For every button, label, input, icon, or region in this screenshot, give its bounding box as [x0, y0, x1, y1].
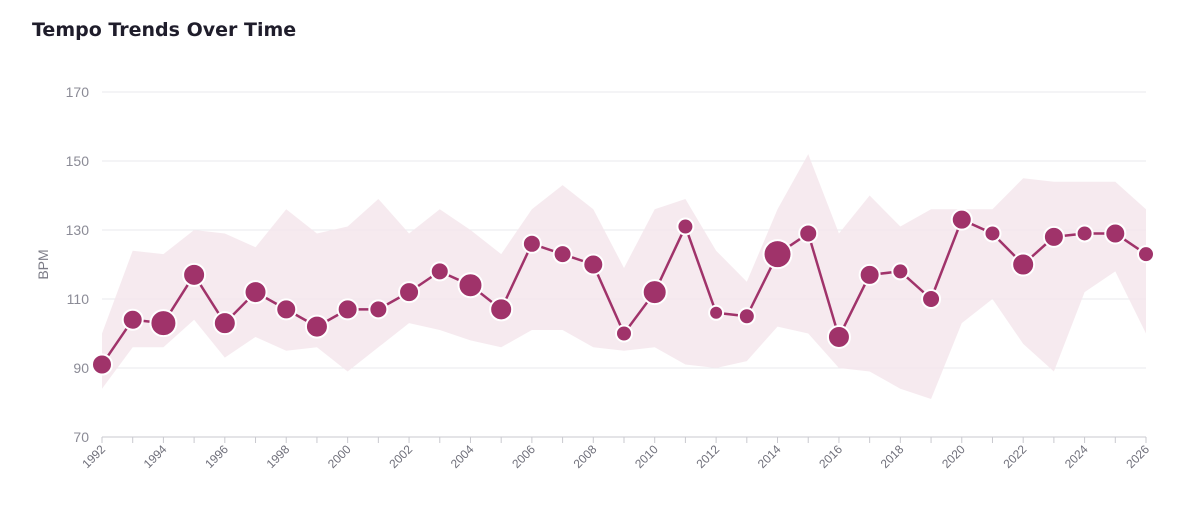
data-point-2015[interactable] — [798, 223, 819, 244]
x-tick-label-2010: 2010 — [632, 442, 661, 471]
data-point-2020[interactable] — [950, 208, 973, 231]
x-tick-label-1994: 1994 — [141, 442, 170, 471]
data-point-1992[interactable] — [91, 353, 113, 376]
data-point-2002[interactable] — [398, 281, 421, 304]
data-point-1997[interactable] — [243, 280, 268, 305]
x-tick-label-2004: 2004 — [448, 442, 477, 471]
data-point-2014[interactable] — [762, 239, 793, 270]
x-tick-label-2020: 2020 — [939, 442, 968, 471]
x-tick-label-1996: 1996 — [202, 442, 231, 471]
x-tick-label-2008: 2008 — [571, 442, 600, 471]
tempo-range-band — [102, 154, 1146, 400]
data-point-1993[interactable] — [121, 308, 144, 331]
x-tick-label-2026: 2026 — [1123, 442, 1152, 471]
data-point-2006[interactable] — [521, 233, 542, 254]
data-point-1994[interactable] — [149, 309, 178, 338]
chart-title: Tempo Trends Over Time — [32, 19, 297, 41]
x-tick-label-2018: 2018 — [878, 442, 907, 471]
data-point-2005[interactable] — [489, 297, 514, 322]
x-tick-label-1998: 1998 — [264, 442, 293, 471]
x-tick-label-2006: 2006 — [509, 442, 538, 471]
y-tick-label-90: 90 — [73, 360, 89, 376]
y-tick-label-110: 110 — [67, 291, 90, 307]
x-tick-label-2012: 2012 — [693, 442, 722, 471]
x-tick-label-2000: 2000 — [325, 442, 354, 471]
data-point-2018[interactable] — [891, 262, 910, 281]
data-point-2026[interactable] — [1137, 245, 1155, 264]
data-point-2004[interactable] — [457, 272, 484, 299]
data-point-2022[interactable] — [1011, 252, 1036, 277]
x-tick-label-2014: 2014 — [755, 442, 784, 471]
data-point-2016[interactable] — [826, 324, 851, 349]
data-point-2024[interactable] — [1075, 224, 1094, 243]
data-point-2007[interactable] — [552, 244, 573, 265]
x-tick-label-2024: 2024 — [1062, 442, 1091, 471]
y-tick-label-150: 150 — [66, 153, 90, 169]
data-point-2011[interactable] — [676, 217, 695, 236]
data-point-2025[interactable] — [1104, 222, 1127, 245]
y-axis-title: BPM — [35, 249, 51, 279]
x-tick-label-2016: 2016 — [816, 442, 845, 471]
y-tick-label-170: 170 — [66, 84, 90, 100]
data-point-2001[interactable] — [368, 299, 389, 320]
data-point-2012[interactable] — [708, 304, 725, 321]
data-point-2019[interactable] — [921, 289, 942, 309]
data-point-2023[interactable] — [1042, 225, 1065, 248]
data-point-2017[interactable] — [858, 263, 881, 286]
data-point-2013[interactable] — [737, 307, 756, 326]
x-tick-label-2022: 2022 — [1001, 442, 1030, 471]
data-point-2010[interactable] — [641, 279, 668, 306]
y-tick-label-70: 70 — [73, 429, 89, 445]
y-tick-label-130: 130 — [66, 222, 90, 238]
data-point-1998[interactable] — [275, 298, 298, 321]
data-point-2008[interactable] — [582, 253, 605, 276]
data-point-1999[interactable] — [304, 314, 329, 339]
data-point-1995[interactable] — [182, 262, 207, 287]
data-point-1996[interactable] — [212, 311, 237, 336]
data-point-2021[interactable] — [983, 224, 1002, 243]
x-tick-label-2002: 2002 — [386, 442, 415, 471]
data-point-2009[interactable] — [615, 324, 633, 343]
data-point-2000[interactable] — [336, 298, 359, 321]
x-tick-label-1992: 1992 — [79, 442, 108, 471]
data-point-2003[interactable] — [429, 261, 450, 282]
